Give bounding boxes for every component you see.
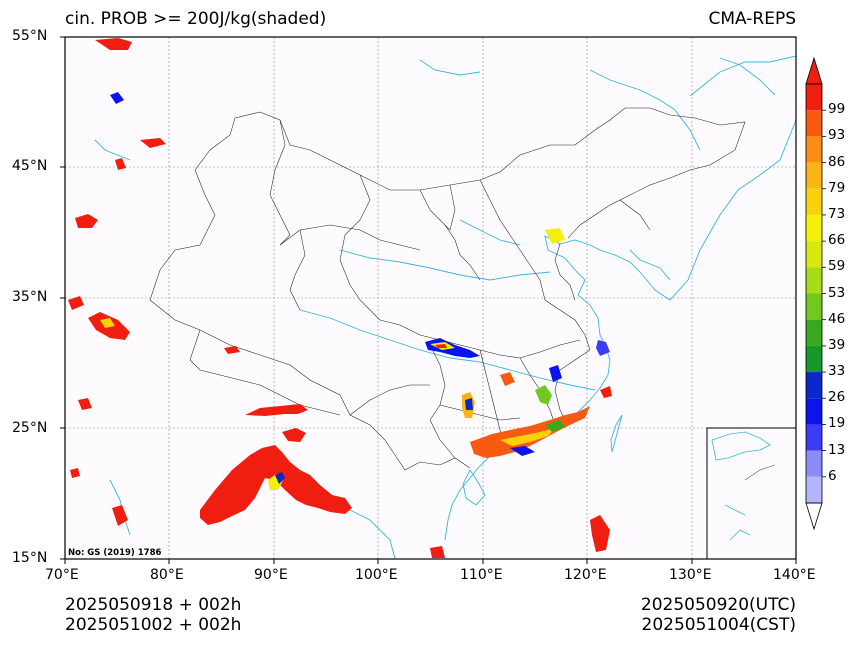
colorbar-segment: [806, 319, 822, 346]
colorbar-segment: [806, 372, 822, 399]
colorbar-segment: [806, 110, 822, 137]
colorbar-tick-label: 73: [828, 205, 846, 222]
map-approval-note: No: GS (2019) 1786: [68, 548, 162, 558]
colorbar-segment: [806, 162, 822, 189]
lat-tick-35: 35°N: [12, 289, 48, 305]
map-title: cin. PROB >= 200J/kg(shaded): [65, 9, 327, 29]
colorbar-tick-label: 53: [828, 284, 846, 301]
lon-tick-110: 110°E: [460, 567, 503, 583]
lat-tick-55: 55°N: [12, 28, 48, 44]
colorbar-tick-label: 99: [828, 101, 846, 118]
colorbar-segment: [806, 188, 822, 215]
colorbar-tick-label: 26: [828, 389, 846, 406]
coastlines-rivers: [94, 55, 797, 560]
colorbar-tick-label: 79: [828, 179, 846, 196]
init-time-cst: 2025051002 + 002h: [65, 615, 242, 635]
lon-tick-90: 90°E: [254, 567, 288, 583]
colorbar-tick-label: 6: [828, 467, 837, 484]
colorbar-segment: [806, 214, 822, 242]
colorbar-segment: [806, 84, 822, 111]
colorbar-segment: [806, 345, 822, 373]
colorbar-tick-label: 93: [828, 127, 846, 144]
colorbar-tick-label: 46: [828, 310, 846, 327]
valid-time-cst: 2025051004(CST): [641, 615, 796, 635]
colorbar-segment: [806, 241, 822, 268]
colorbar-segment: [806, 424, 822, 451]
colorbar-tick-label: 59: [828, 258, 846, 275]
lon-tick-120: 120°E: [564, 567, 607, 583]
probability-shading: [68, 38, 612, 558]
colorbar-segment: [806, 136, 822, 163]
south-china-sea-inset: [706, 427, 797, 560]
axis-ticks: [60, 36, 797, 564]
colorbar: [805, 56, 826, 531]
lat-tick-15: 15°N: [12, 550, 48, 566]
lon-tick-70: 70°E: [45, 567, 79, 583]
gridlines: [65, 37, 796, 559]
lat-tick-45: 45°N: [12, 158, 48, 174]
colorbar-extend-max: [805, 56, 823, 85]
init-time-utc: 2025050918 + 002h: [65, 595, 242, 615]
colorbar-segment: [806, 293, 822, 320]
colorbar-segment: [806, 398, 822, 425]
lon-tick-80: 80°E: [150, 567, 184, 583]
lon-tick-140: 140°E: [773, 567, 816, 583]
colorbar-extend-min: [805, 502, 823, 531]
colorbar-segment: [806, 476, 822, 503]
province-borders: [149, 107, 746, 471]
colorbar-tick-label: 39: [828, 336, 846, 353]
model-name: CMA-REPS: [708, 9, 796, 29]
colorbar-tick-label: 66: [828, 232, 846, 249]
lon-tick-100: 100°E: [355, 567, 398, 583]
valid-time-utc: 2025050920(UTC): [640, 595, 796, 615]
colorbar-tick-label: 33: [828, 363, 846, 380]
colorbar-tick-label: 13: [828, 441, 846, 458]
colorbar-tick-label: 86: [828, 153, 846, 170]
colorbar-tick-label: 19: [828, 415, 846, 432]
colorbar-segment: [806, 267, 822, 294]
lon-tick-130: 130°E: [669, 567, 712, 583]
lat-tick-25: 25°N: [12, 420, 48, 436]
colorbar-segment: [806, 450, 822, 477]
